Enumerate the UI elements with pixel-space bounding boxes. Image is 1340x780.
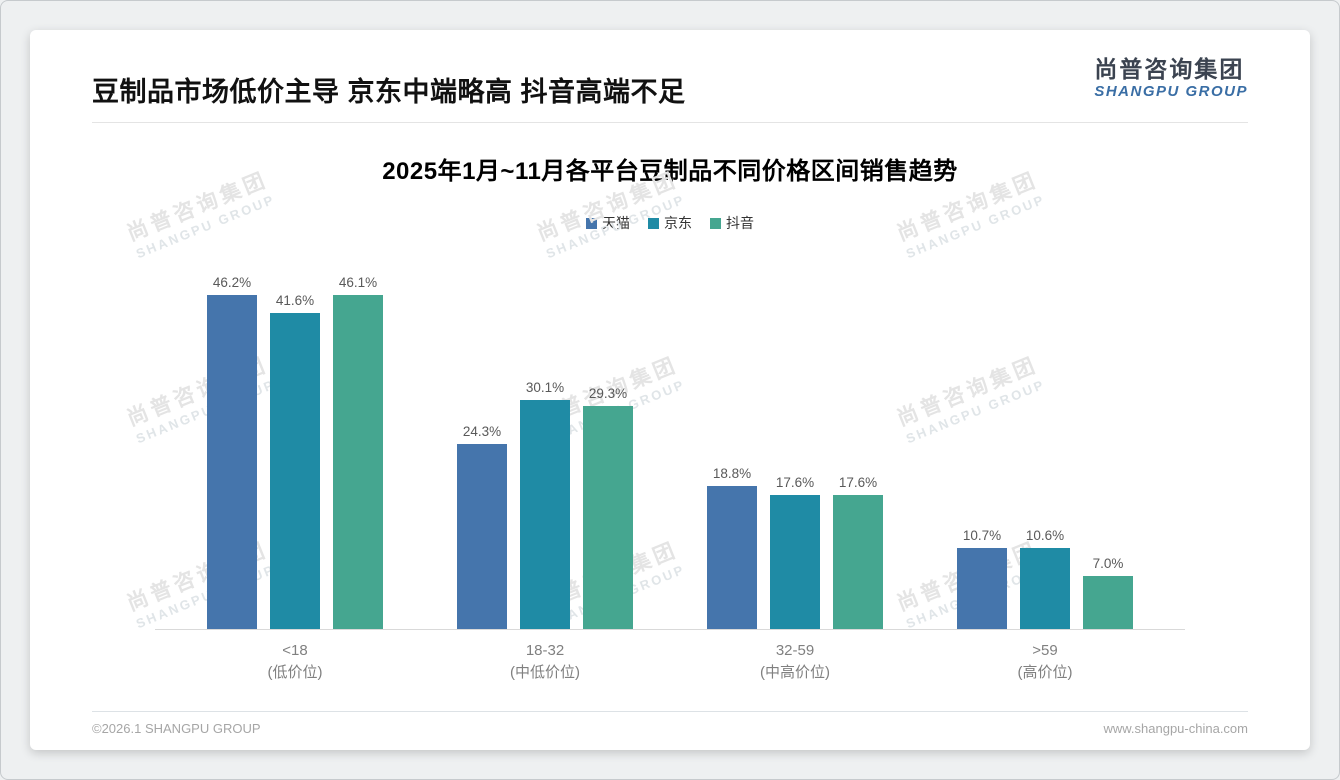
category-tier: (高价位) (1017, 663, 1073, 681)
bar-value-label: 17.6% (838, 475, 878, 491)
bar-column: 10.6% (1020, 275, 1070, 629)
legend-item: 抖音 (710, 213, 754, 233)
legend-label: 抖音 (726, 215, 754, 231)
category-tier: (中低价位) (510, 663, 580, 681)
bar-column: 30.1% (520, 275, 570, 629)
bar-value-label: 46.1% (338, 275, 378, 290)
bar-group: 24.3% 30.1% 29.3% (457, 275, 633, 629)
bar-京东 (520, 400, 570, 629)
bar-value-label: 7.0% (1092, 555, 1124, 571)
bar-value-label: 30.1% (525, 380, 565, 396)
bar-group: 10.7% 10.6% 7.0% (957, 275, 1133, 629)
legend-item: 天猫 (586, 213, 630, 233)
bar-column: 10.7% (957, 275, 1007, 629)
bar-value-label: 24.3% (462, 424, 502, 440)
bar-value-label: 29.3% (588, 386, 628, 402)
bar-group: 46.2% 41.6% 46.1% (207, 275, 383, 629)
bar-天猫 (957, 547, 1007, 629)
category-range: 18-32 (525, 642, 565, 659)
category-label: 32-59 (中高价位) (707, 640, 883, 684)
legend-item: 京东 (648, 213, 692, 233)
bar-天猫 (707, 486, 757, 629)
footer-website: www.shangpu-china.com (1103, 721, 1248, 736)
bar-column: 24.3% (457, 275, 507, 629)
bar-value-label: 41.6% (275, 292, 315, 308)
bar-value-label: 17.6% (775, 475, 815, 491)
bar-京东 (1020, 548, 1070, 629)
footer-copyright: ©2026.1 SHANGPU GROUP (92, 721, 261, 736)
bar-value-label: 10.6% (1025, 528, 1065, 544)
legend-label: 京东 (664, 215, 692, 231)
company-logo: 尚普咨询集团 SHANGPU GROUP (1094, 56, 1248, 100)
bar-column: 7.0% (1083, 275, 1133, 629)
bar-value-label: 46.2% (212, 275, 252, 290)
category-label: <18 (低价位) (207, 640, 383, 684)
legend-swatch (586, 217, 597, 229)
category-label: 18-32 (中低价位) (457, 640, 633, 684)
bar-京东 (770, 495, 820, 629)
legend-swatch (710, 217, 721, 229)
header: 豆制品市场低价主导 京东中端略高 抖音高端不足 尚普咨询集团 SHANGPU G… (30, 30, 1310, 122)
page-title: 豆制品市场低价主导 京东中端略高 抖音高端不足 (92, 77, 686, 107)
bar-京东 (270, 312, 320, 629)
header-divider (92, 122, 1248, 123)
bar-天猫 (207, 295, 257, 629)
logo-text-cn: 尚普咨询集团 (1094, 56, 1245, 82)
footer: ©2026.1 SHANGPU GROUP www.shangpu-china.… (92, 711, 1248, 736)
bar-抖音 (333, 295, 383, 629)
category-tier: (低价位) (267, 663, 323, 681)
category-range: <18 (282, 642, 308, 659)
plot-area: 46.2% 41.6% 46.1% 24.3% 30.1% 29.3% 18.8% 17.6%… (155, 275, 1185, 630)
bar-column: 29.3% (583, 275, 633, 629)
bar-column: 46.1% (333, 275, 383, 629)
bar-value-label: 10.7% (962, 527, 1002, 543)
category-tier: (中高价位) (760, 663, 830, 681)
chart-legend: 天猫 京东 抖音 (30, 213, 1310, 233)
logo-text-en: SHANGPU GROUP (1094, 82, 1248, 100)
category-range: 32-59 (775, 642, 815, 659)
category-label: >59 (高价位) (957, 640, 1133, 684)
slide: 尚普咨询集团 SHANGPU GROUP 尚普咨询集团 SHANGPU GROUP 尚普… (30, 30, 1310, 750)
bar-抖音 (1083, 575, 1133, 629)
legend-label: 天猫 (602, 215, 630, 231)
bar-column: 18.8% (707, 275, 757, 629)
category-range: >59 (1032, 642, 1058, 659)
bar-group: 18.8% 17.6% 17.6% (707, 275, 883, 629)
bar-column: 46.2% (207, 275, 257, 629)
bar-column: 41.6% (270, 275, 320, 629)
bar-天猫 (457, 444, 507, 629)
bar-抖音 (583, 406, 633, 629)
x-axis-labels: <18 (低价位) 18-32 (中低价位) 32-59 (中高价位) >59 (高价位) (155, 640, 1185, 684)
bar-value-label: 18.8% (712, 466, 752, 482)
bar-column: 17.6% (833, 275, 883, 629)
chart-title: 2025年1月~11月各平台豆制品不同价格区间销售趋势 (382, 158, 958, 185)
bar-抖音 (833, 495, 883, 629)
legend-swatch (648, 217, 659, 229)
bar-column: 17.6% (770, 275, 820, 629)
